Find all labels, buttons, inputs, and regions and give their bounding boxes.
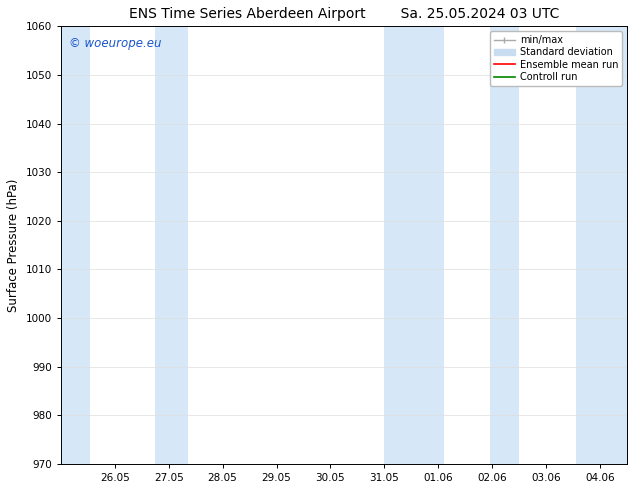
Bar xyxy=(61,26,91,464)
Bar xyxy=(414,26,444,464)
Text: © woeurope.eu: © woeurope.eu xyxy=(69,37,162,50)
Bar xyxy=(489,26,519,464)
Title: ENS Time Series Aberdeen Airport        Sa. 25.05.2024 03 UTC: ENS Time Series Aberdeen Airport Sa. 25.… xyxy=(129,7,559,21)
Legend: min/max, Standard deviation, Ensemble mean run, Controll run: min/max, Standard deviation, Ensemble me… xyxy=(489,31,622,86)
Bar xyxy=(576,26,627,464)
Bar xyxy=(155,26,188,464)
Y-axis label: Surface Pressure (hPa): Surface Pressure (hPa) xyxy=(7,178,20,312)
Bar xyxy=(384,26,414,464)
